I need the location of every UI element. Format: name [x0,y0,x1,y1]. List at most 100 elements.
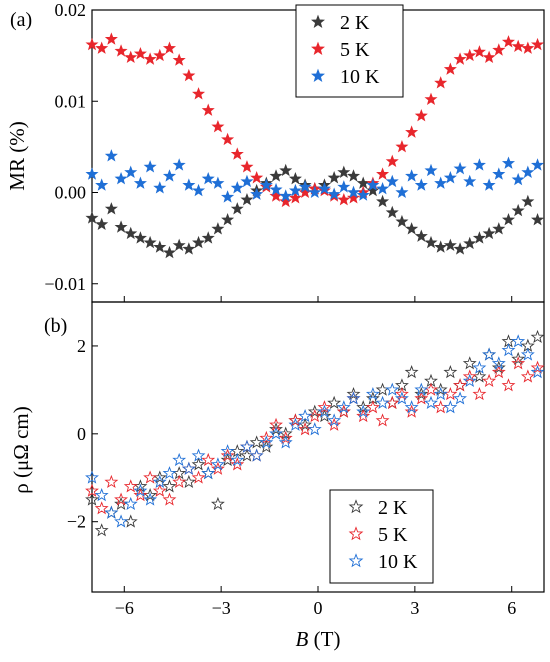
data-point [327,187,341,200]
data-point [269,426,283,440]
data-point [288,413,303,427]
data-point [443,171,457,184]
legend-marker [348,553,364,568]
data-point [95,41,109,54]
data-point [443,238,457,251]
data-point [482,178,496,191]
data-point [424,235,438,249]
data-point [443,365,458,379]
data-point [153,48,167,62]
data-point [259,435,274,449]
data-point [230,452,245,467]
data-point [365,400,380,414]
data-point [462,369,477,383]
data-point [279,194,293,208]
data-point [424,382,438,396]
data-point [201,466,216,480]
data-point [259,439,274,453]
data-point [124,165,138,178]
data-point [240,439,254,453]
data-point [376,194,390,208]
data-point [153,240,167,253]
data-point [210,457,225,471]
data-point [443,62,457,75]
data-point [395,214,409,228]
data-point [259,178,273,191]
data-point [192,183,206,197]
data-point [511,334,526,348]
data-point [433,386,448,401]
data-point [405,125,419,138]
data-point [143,470,158,484]
data-point [211,176,225,189]
data-point [240,160,254,173]
data-point [288,191,302,204]
data-point [85,483,99,497]
data-point [162,479,177,493]
data-point [143,52,157,65]
data-point [104,202,118,215]
data-point [278,435,293,449]
data-point [414,382,429,396]
data-point [530,365,545,379]
x-tick-label: 0 [314,598,323,618]
data-point [462,373,477,387]
data-point [443,400,458,414]
data-point [104,474,119,489]
data-point [114,44,128,57]
legend-label: 10 K [378,551,418,573]
data-point [143,235,157,249]
data-point [259,430,274,445]
data-point [250,187,264,200]
data-point [230,202,244,215]
data-point [298,408,313,423]
data-point [463,48,477,62]
data-point [492,43,506,56]
data-point [123,496,138,511]
data-point [210,496,225,511]
data-point [385,154,399,168]
legend-label: 2 K [340,12,370,34]
y-tick-label: 0.00 [55,183,87,203]
data-point [85,167,99,180]
data-point [511,203,525,217]
data-point [230,147,244,160]
data-point [288,183,302,197]
data-point [240,448,254,462]
data-point [327,417,342,431]
data-point [191,457,206,471]
data-point [162,245,177,259]
data-point [375,413,390,427]
data-point [356,404,371,418]
data-point [162,466,177,480]
data-point [511,172,525,186]
panel-a-ticks: 0.02 0.01 0.00 −0.01 [44,0,513,302]
x-tick-label: 3 [410,598,419,618]
data-point [250,171,264,184]
data-point [356,408,371,423]
legend-label: 5 K [378,524,408,546]
data-point [181,461,196,475]
data-point [114,220,128,233]
data-point [336,400,351,414]
data-point [376,181,390,195]
data-point [85,37,99,51]
data-point [240,192,254,206]
data-point [162,492,177,506]
data-point [414,229,428,242]
data-point [521,194,535,208]
data-point [424,92,438,105]
data-point [337,180,351,193]
legend-marker [311,68,325,82]
data-point [172,158,186,171]
data-point [152,474,167,489]
data-point [278,430,293,445]
data-point [133,483,148,497]
data-point [104,505,119,519]
data-point [356,188,370,201]
data-point [230,181,244,194]
data-point [453,242,467,255]
data-point [288,417,303,431]
data-point [521,41,535,54]
